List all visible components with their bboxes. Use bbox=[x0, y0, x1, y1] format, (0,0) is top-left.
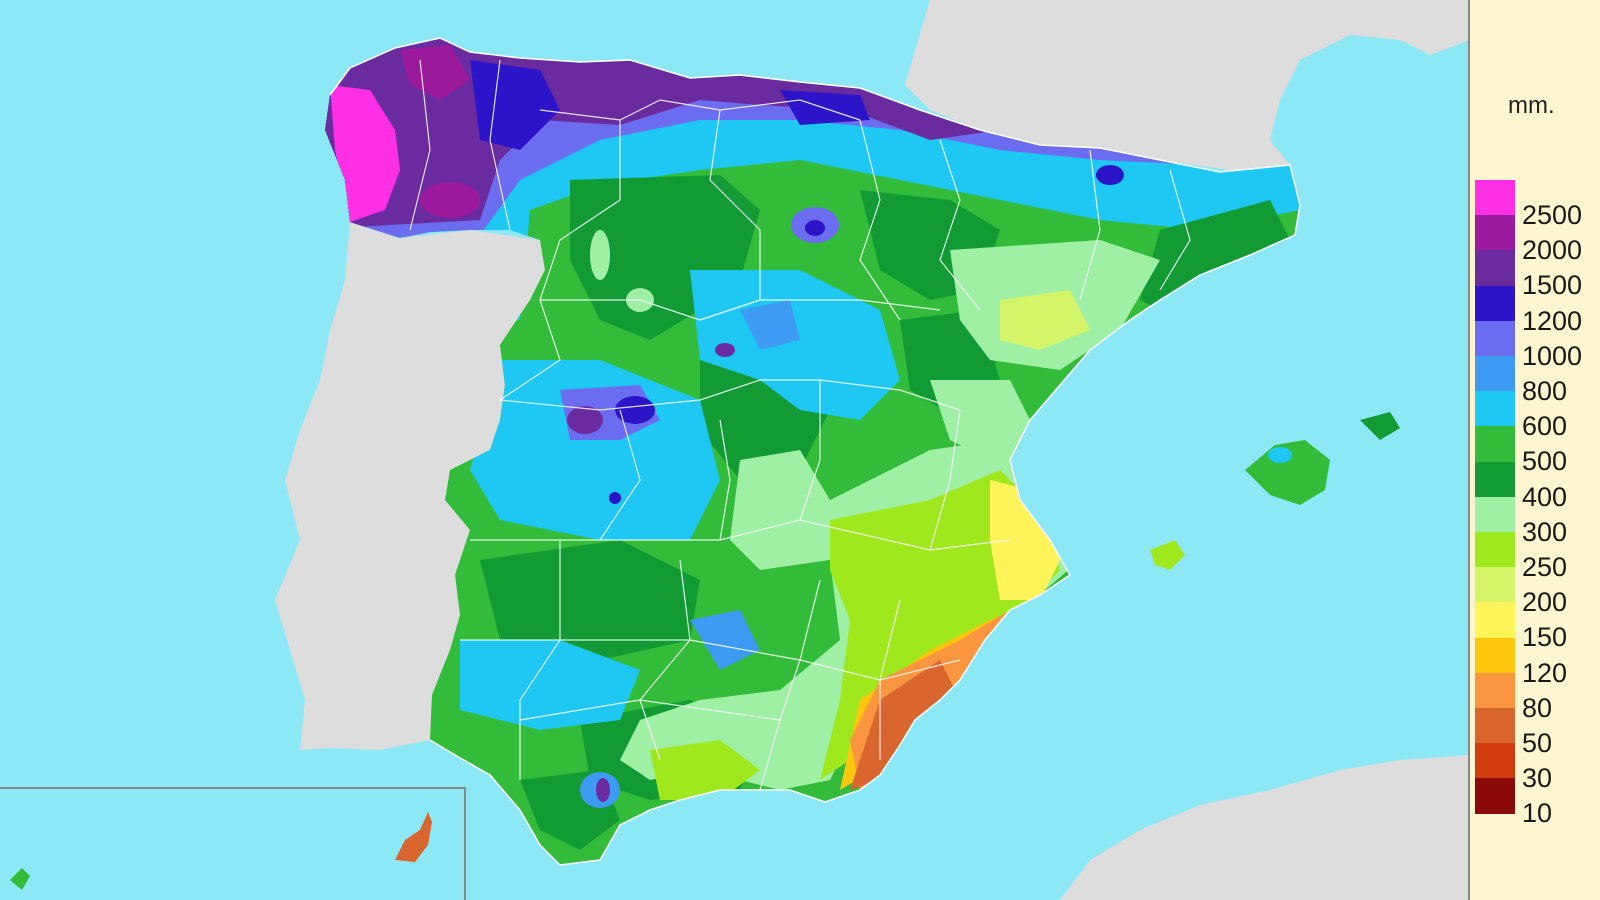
legend-label-1500: 1500 bbox=[1522, 270, 1583, 301]
legend-swatch-120 bbox=[1475, 637, 1515, 674]
legend-unit-label: mm. bbox=[1508, 92, 1555, 119]
legend-label-150: 150 bbox=[1522, 622, 1568, 653]
legend-swatch-80 bbox=[1475, 672, 1515, 709]
legend-label-10: 10 bbox=[1522, 798, 1553, 829]
ibiza-island bbox=[1150, 540, 1185, 570]
spain-coastline bbox=[329, 37, 1301, 866]
legend-label-1000: 1000 bbox=[1522, 340, 1583, 371]
legend-label-80: 80 bbox=[1522, 692, 1553, 723]
legend-label-250: 250 bbox=[1522, 552, 1568, 582]
legend-label-600: 600 bbox=[1522, 411, 1568, 442]
france-landmass bbox=[905, 0, 1470, 170]
legend-label-2000: 2000 bbox=[1522, 235, 1583, 266]
menorca-island bbox=[1360, 412, 1400, 440]
legend-label-500: 500 bbox=[1522, 446, 1568, 477]
lanzarote-island bbox=[395, 812, 432, 862]
legend-label-50: 50 bbox=[1522, 728, 1553, 758]
legend-swatch-30 bbox=[1475, 743, 1515, 779]
legend-swatch-150 bbox=[1475, 602, 1515, 639]
legend-label-200: 200 bbox=[1522, 587, 1568, 618]
mallorca-island bbox=[1245, 440, 1330, 505]
legend-swatch-50 bbox=[1475, 708, 1515, 744]
legend-swatch-200 bbox=[1475, 567, 1515, 603]
legend-label-300: 300 bbox=[1522, 516, 1568, 547]
north-africa-landmass bbox=[1060, 755, 1470, 900]
legend-swatch-1500 bbox=[1475, 250, 1515, 287]
legend-swatch-2000 bbox=[1475, 215, 1515, 251]
mallorca-wet-spot bbox=[1268, 447, 1292, 463]
province-borders bbox=[409, 59, 1191, 791]
legend-swatch-1000 bbox=[1475, 320, 1515, 357]
legend-label-1200: 1200 bbox=[1522, 305, 1583, 336]
legend-swatch-10 bbox=[1475, 778, 1515, 815]
legend-label-800: 800 bbox=[1522, 376, 1568, 406]
precipitation-map bbox=[0, 0, 1470, 900]
legend-label-120: 120 bbox=[1522, 657, 1568, 688]
legend-label-400: 400 bbox=[1522, 481, 1568, 512]
legend-label-2500: 2500 bbox=[1522, 200, 1583, 230]
legend-swatch-250 bbox=[1475, 532, 1515, 568]
canary-island-green bbox=[10, 868, 30, 890]
canary-islands-inset-frame bbox=[0, 787, 466, 900]
legend-swatch-600 bbox=[1475, 391, 1515, 427]
legend-swatch-400 bbox=[1475, 461, 1515, 498]
portugal-landmass bbox=[275, 222, 545, 750]
legend-swatch-2500 bbox=[1475, 180, 1515, 216]
legend-swatch-800 bbox=[1475, 356, 1515, 392]
legend-swatch-300 bbox=[1475, 496, 1515, 533]
legend-swatch-1200 bbox=[1475, 285, 1515, 322]
legend-swatch-500 bbox=[1475, 426, 1515, 463]
legend-panel: mm. 2500 2000 1500 1200 1000 800 600 500 400 300 2… bbox=[1468, 0, 1600, 900]
legend-label-30: 30 bbox=[1522, 763, 1553, 794]
